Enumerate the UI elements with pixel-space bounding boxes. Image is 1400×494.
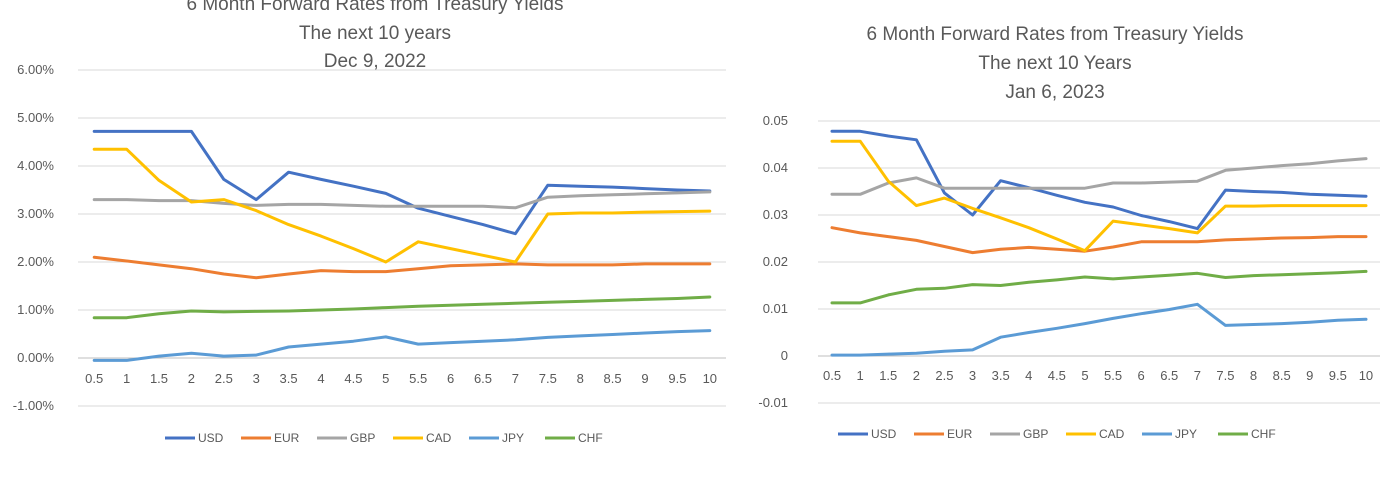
jan-legend-label-eur: EUR [947,427,973,441]
jan-series-line-eur [830,226,1368,255]
dec-x-tick-label: 8.5 [604,371,622,386]
dec-chart-title-line-2: The next 10 years [299,23,451,44]
jan-chart-title-line-1: 6 Month Forward Rates from Treasury Yiel… [867,24,1244,45]
jan-x-tick-label: 1.5 [879,368,897,383]
chart-dec-2022-svg: 6 Month Forward Rates from Treasury Yiel… [13,0,726,445]
dec-x-tick-label: 3 [253,371,260,386]
dec-x-tick-label: 2.5 [215,371,233,386]
jan-x-tick-label: 3 [969,368,976,383]
chart-dec-2022[interactable]: 6 Month Forward Rates from Treasury Yiel… [0,0,730,494]
jan-y-tick-label: 0.02 [763,254,788,269]
dec-series-line-cad [92,147,712,264]
dec-y-tick-label: 5.00% [17,110,54,125]
dec-x-tick-label: 5.5 [409,371,427,386]
jan-x-tick-label: 6.5 [1160,368,1178,383]
dec-x-tick-label: 4.5 [344,371,362,386]
jan-x-tick-label: 7.5 [1216,368,1234,383]
jan-series-line-cad [830,139,1368,253]
dec-x-tick-label: 8 [577,371,584,386]
jan-y-tick-label: 0 [781,348,788,363]
dec-series-line-usd [92,129,712,236]
jan-series-line-usd [830,129,1368,231]
jan-y-tick-label: 0.05 [763,113,788,128]
dec-x-tick-label: 4 [317,371,324,386]
jan-series-line-chf [830,269,1368,305]
jan-x-tick-label: 9 [1306,368,1313,383]
dec-x-tick-label: 3.5 [280,371,298,386]
dec-legend-label-gbp: GBP [350,431,375,445]
dec-y-tick-label: 1.00% [17,302,54,317]
dec-legend-label-usd: USD [198,431,224,445]
dec-x-tick-label: 9.5 [668,371,686,386]
dec-x-tick-label: 1.5 [150,371,168,386]
dec-y-tick-label: 2.00% [17,254,54,269]
jan-y-tick-label: -0.01 [758,395,788,410]
chart-jan-2023[interactable]: 6 Month Forward Rates from Treasury Yiel… [730,0,1400,494]
dec-x-tick-label: 2 [188,371,195,386]
dec-x-tick-label: 6.5 [474,371,492,386]
jan-chart-title-line-2: The next 10 Years [978,53,1131,74]
jan-x-tick-label: 1 [857,368,864,383]
dec-chart-title-line-3: Dec 9, 2022 [324,51,426,72]
dec-y-tick-label: -1.00% [13,398,55,413]
jan-legend-label-gbp: GBP [1023,427,1048,441]
jan-x-tick-label: 5.5 [1104,368,1122,383]
dec-x-tick-label: 1 [123,371,130,386]
dec-series-line-chf [92,295,712,320]
jan-x-tick-label: 0.5 [823,368,841,383]
jan-x-tick-label: 2 [913,368,920,383]
jan-x-tick-label: 6 [1138,368,1145,383]
jan-legend-label-usd: USD [871,427,897,441]
dec-x-tick-label: 6 [447,371,454,386]
dec-y-tick-label: 3.00% [17,206,54,221]
dec-x-tick-label: 7 [512,371,519,386]
jan-y-tick-label: 0.03 [763,207,788,222]
dec-legend-label-cad: CAD [426,431,452,445]
dec-chart-title-line-1: 6 Month Forward Rates from Treasury Yiel… [187,0,564,15]
jan-chart-title-line-3: Jan 6, 2023 [1005,82,1104,103]
dec-x-tick-label: 10 [703,371,717,386]
dec-x-tick-label: 5 [382,371,389,386]
jan-x-tick-label: 8.5 [1273,368,1291,383]
jan-x-tick-label: 8 [1250,368,1257,383]
jan-x-tick-label: 9.5 [1329,368,1347,383]
jan-x-tick-label: 3.5 [992,368,1010,383]
dec-x-tick-label: 7.5 [539,371,557,386]
jan-x-tick-label: 4.5 [1048,368,1066,383]
dec-x-tick-label: 0.5 [85,371,103,386]
jan-legend-label-jpy: JPY [1175,427,1197,441]
jan-y-tick-label: 0.01 [763,301,788,316]
dec-series-line-eur [92,255,712,280]
jan-x-tick-label: 5 [1081,368,1088,383]
jan-x-tick-label: 4 [1025,368,1032,383]
dec-y-tick-label: 0.00% [17,350,54,365]
jan-series-line-gbp [830,157,1368,196]
dec-legend-label-chf: CHF [578,431,603,445]
chart-jan-2023-svg: 6 Month Forward Rates from Treasury Yiel… [758,24,1380,441]
jan-x-tick-label: 7 [1194,368,1201,383]
dec-legend-label-eur: EUR [274,431,300,445]
dec-x-tick-label: 9 [641,371,648,386]
jan-legend-label-cad: CAD [1099,427,1125,441]
dec-y-tick-label: 4.00% [17,158,54,173]
jan-x-tick-label: 2.5 [935,368,953,383]
dec-series-line-jpy [92,329,712,362]
dec-y-tick-label: 6.00% [17,62,54,77]
jan-y-tick-label: 0.04 [763,160,788,175]
dec-legend-label-jpy: JPY [502,431,524,445]
jan-legend-label-chf: CHF [1251,427,1276,441]
jan-series-line-jpy [830,302,1368,357]
jan-x-tick-label: 10 [1359,368,1373,383]
